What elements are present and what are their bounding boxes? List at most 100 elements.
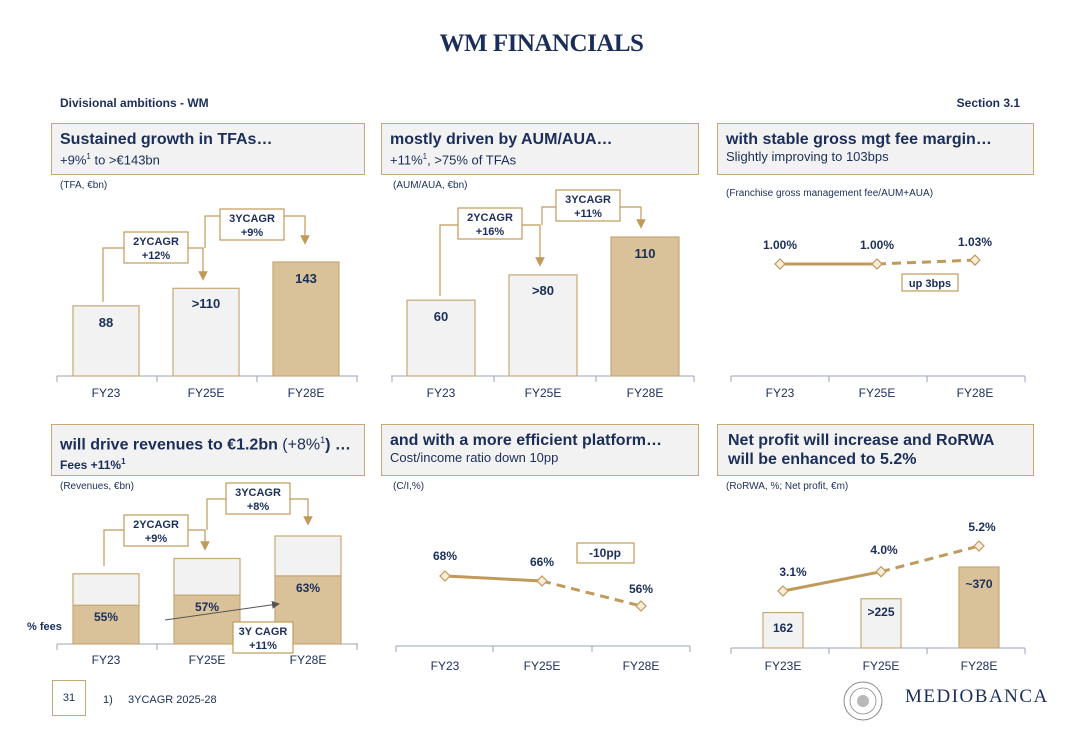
chart-3-data-label: 1.00% bbox=[860, 238, 894, 252]
chart-3-category-label: FY23 bbox=[766, 386, 795, 400]
chart-2-cagr-2y-label: 2YCAGR bbox=[467, 212, 513, 224]
chart-4-bar-other-FY25E bbox=[173, 557, 241, 596]
chart-4-bar-fees-FY23 bbox=[72, 604, 140, 645]
chart-2-category-label: FY23 bbox=[427, 386, 456, 400]
chart-3-category-label: FY28E bbox=[957, 386, 994, 400]
chart-3-annotation-box bbox=[901, 273, 959, 292]
chart-1-category-label: FY23 bbox=[92, 386, 121, 400]
footnote-text: 3YCAGR 2025-28 bbox=[128, 694, 217, 706]
chart-1-bar-FY23 bbox=[72, 305, 140, 377]
chart-2-cagr-3y-box bbox=[555, 189, 621, 222]
panel-6-title: Net profit will increase and RoRWA bbox=[728, 432, 995, 449]
chart-5-annotation-box bbox=[576, 542, 635, 564]
chart-1-cagr-3y-box bbox=[219, 208, 285, 241]
panel-2-subtitle: +11%1, >75% of TFAs bbox=[390, 152, 517, 168]
panel-5-unit: (C/I,%) bbox=[393, 481, 425, 492]
panel-6-title-line2: will be enhanced to 5.2% bbox=[728, 451, 917, 468]
panel-1-unit: (TFA, €bn) bbox=[60, 180, 108, 191]
chart-2-bar-FY28E bbox=[610, 236, 680, 377]
chart-6-line-solid bbox=[782, 570, 882, 593]
chart-1-bar-label: 143 bbox=[295, 271, 317, 286]
chart-6-bar-label: >225 bbox=[867, 605, 894, 619]
panel-1-title-box: Sustained growth in TFAs… +9%1 to >€143b… bbox=[51, 123, 365, 175]
chart-1-cagr-3y-label: 3YCAGR bbox=[229, 213, 275, 225]
panel-5-title: and with a more efficient platform… bbox=[390, 432, 663, 449]
chart-4-cagr-2y-value: +9% bbox=[145, 533, 168, 545]
chart-2-bar-FY25E bbox=[508, 274, 578, 377]
panel-6-unit: (RoRWA, %; Net profit, €m) bbox=[726, 481, 849, 492]
chart-6-bar-FY23E bbox=[762, 611, 804, 649]
chart-5-category-label: FY28E bbox=[623, 659, 660, 673]
panel-4-unit: (Revenues, €bn) bbox=[60, 481, 134, 492]
chart-4-cagr-2y-box bbox=[123, 514, 189, 547]
chart-4-fees-arrow bbox=[164, 600, 280, 621]
chart-5-line-solid bbox=[444, 574, 543, 583]
chart-3-data-label: 1.00% bbox=[763, 238, 797, 252]
chart-2-category-label: FY25E bbox=[525, 386, 562, 400]
chart-4-cagr-fees-box bbox=[232, 621, 294, 654]
chart-4-fee-share-label: 57% bbox=[195, 600, 219, 614]
chart-4-bar-fees-FY25E bbox=[173, 594, 241, 645]
fee-share-label: % fees bbox=[27, 621, 62, 633]
chart-6-line-label: 4.0% bbox=[870, 543, 898, 557]
chart-1-cagr-2y-value: +12% bbox=[142, 250, 171, 262]
chart-2-bar-label: 60 bbox=[434, 309, 448, 324]
section-subtitle: Divisional ambitions - WM bbox=[60, 96, 209, 110]
chart-1-cagr-3y-value: +9% bbox=[241, 227, 264, 239]
chart-6-bar-label: 162 bbox=[773, 621, 793, 635]
panel-3-title: with stable gross mgt fee margin… bbox=[726, 131, 992, 148]
chart-4-bar-other-FY28E bbox=[274, 535, 342, 577]
chart-5-data-label: 56% bbox=[629, 582, 653, 596]
chart-2-bar-label: >80 bbox=[532, 283, 554, 298]
chart-1-bar-FY25E bbox=[172, 287, 240, 377]
chart-6-category-label: FY28E bbox=[961, 659, 998, 673]
chart-4-category-label: FY23 bbox=[92, 653, 121, 667]
panel-4-title: will drive revenues to €1.2bn (+8%1) … bbox=[60, 435, 351, 454]
mediobanca-seal-icon bbox=[843, 681, 883, 721]
chart-5-point-FY23 bbox=[439, 570, 451, 582]
page-number: 31 bbox=[52, 680, 86, 716]
panel-2-title: mostly driven by AUM/AUA… bbox=[390, 131, 613, 148]
chart-3-category-label: FY25E bbox=[859, 386, 896, 400]
chart-1-category-label: FY25E bbox=[188, 386, 225, 400]
chart-2-cagr-3y-label: 3YCAGR bbox=[565, 194, 611, 206]
chart-2-cagr-3y-value: +11% bbox=[574, 208, 602, 220]
panel-2-title-box: mostly driven by AUM/AUA… +11%1, >75% of… bbox=[381, 123, 699, 175]
chart-2-cagr-2y-value: +16% bbox=[476, 226, 505, 238]
panel-1-subtitle: +9%1 to >€143bn bbox=[60, 152, 160, 168]
chart-2-bar-label: 110 bbox=[635, 246, 656, 261]
chart-5-category-label: FY23 bbox=[431, 659, 460, 673]
chart-6-category-label: FY23E bbox=[765, 659, 802, 673]
panel-5-title-box: and with a more efficient platform… Cost… bbox=[381, 424, 699, 476]
chart-3-line-dashed bbox=[876, 258, 976, 266]
brand-logo: MEDIOBANCA bbox=[905, 686, 1049, 707]
chart-6-point-FY28E bbox=[973, 540, 985, 552]
chart-6-point-FY25E bbox=[875, 565, 887, 578]
chart-6-category-label: FY25E bbox=[863, 659, 900, 673]
chart-4-bar-other-FY23 bbox=[72, 573, 140, 606]
chart-6-point-FY23E bbox=[777, 585, 789, 597]
chart-3-point-FY23 bbox=[774, 258, 786, 270]
chart-4-cagr-fees-value: +11% bbox=[249, 640, 277, 652]
chart-6-bar-label: ~370 bbox=[965, 577, 992, 591]
chart-1-bar-FY28E bbox=[272, 261, 340, 377]
chart-6-bar-FY28E bbox=[958, 566, 1000, 649]
panel-5-subtitle: Cost/income ratio down 10pp bbox=[390, 450, 559, 465]
chart-5-point-FY28E bbox=[635, 600, 647, 612]
chart-2-cagr-2y-box bbox=[457, 207, 523, 240]
chart-5-annotation: -10pp bbox=[589, 546, 621, 560]
chart-5-line-dashed bbox=[541, 579, 642, 608]
chart-6-line-dashed bbox=[880, 544, 980, 574]
chart-5-category-label: FY25E bbox=[524, 659, 561, 673]
panel-3-subtitle: Slightly improving to 103bps bbox=[726, 149, 889, 164]
chart-5-data-label: 66% bbox=[530, 555, 554, 569]
panel-6-title-box: Net profit will increase and RoRWA will … bbox=[717, 424, 1034, 476]
chart-2-category-label: FY28E bbox=[627, 386, 664, 400]
chart-5-data-label: 68% bbox=[433, 549, 457, 563]
chart-1-bar-label: >110 bbox=[192, 296, 221, 311]
chart-4-fee-share-label: 63% bbox=[296, 581, 320, 595]
chart-4-fee-share-label: 55% bbox=[94, 610, 118, 624]
chart-1-cagr-2y-box bbox=[123, 231, 189, 264]
panel-3-unit: (Franchise gross management fee/AUM+AUA) bbox=[726, 188, 934, 199]
